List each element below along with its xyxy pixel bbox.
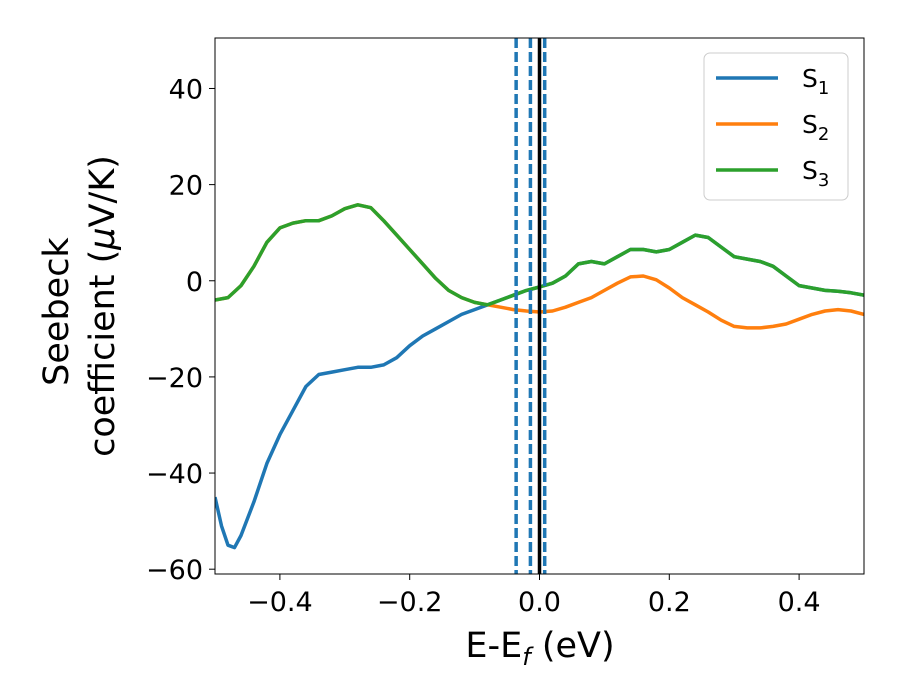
y-tick-label: 40	[169, 74, 203, 105]
legend-label-s3: S3	[802, 156, 829, 191]
y-tick-label: −60	[146, 555, 203, 586]
y-tick-label: 0	[186, 267, 203, 298]
y-axis-ticks: 40 20 0 −20 −40 −60	[146, 74, 215, 586]
legend-label-s1: S1	[802, 64, 829, 99]
y-axis-label-line1: Seebeck	[37, 237, 77, 386]
plot-area	[215, 38, 864, 574]
y-axis-label: Seebeck coefficient (μV/K)	[37, 155, 123, 457]
y-tick-label: −20	[146, 363, 203, 394]
x-tick-label: 0.4	[778, 587, 821, 618]
legend: S1 S2 S3	[703, 52, 849, 201]
legend-label-s2: S2	[802, 110, 829, 145]
x-tick-label: −0.4	[247, 587, 313, 618]
x-tick-label: 0.0	[518, 587, 561, 618]
vertical-lines	[514, 38, 547, 574]
x-axis-label: E-Ef (eV)	[465, 626, 614, 671]
y-axis-label-line2: coefficient (μV/K)	[83, 155, 123, 457]
x-tick-label: 0.2	[648, 587, 691, 618]
y-tick-label: 20	[169, 171, 203, 202]
x-axis-ticks: −0.4 −0.2 0.0 0.2 0.4	[247, 574, 821, 618]
legend-box	[703, 52, 849, 201]
x-tick-label: −0.2	[377, 587, 443, 618]
y-tick-label: −40	[146, 459, 203, 490]
